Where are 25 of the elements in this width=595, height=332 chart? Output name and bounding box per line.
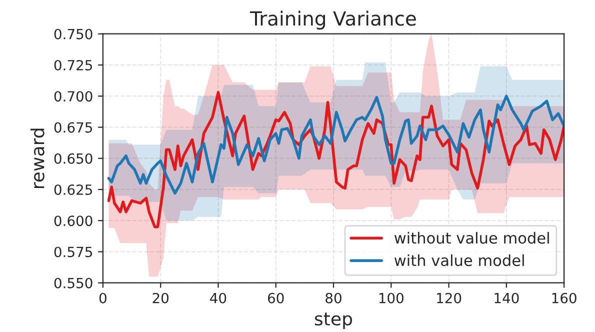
x-tick-label: 140 [494, 292, 519, 304]
x-tick-label: 40 [210, 292, 226, 304]
x-tick-label: 20 [152, 292, 168, 304]
x-tick-label: 60 [268, 292, 284, 304]
line-series [107, 94, 564, 195]
y-tick-label: 0.725 [54, 60, 92, 70]
y-tick-label: 0.600 [54, 216, 92, 226]
y-tick-label: 0.550 [54, 278, 92, 288]
y-tick-label: 0.625 [54, 184, 92, 195]
x-axis-title: step [314, 312, 352, 330]
y-tick-label: 0.650 [54, 153, 92, 164]
chart-title: Training Variance [250, 10, 416, 30]
x-tick-label: 160 [552, 292, 576, 304]
y-tick-label: 0.575 [54, 246, 92, 258]
legend-label: with value model [394, 254, 524, 266]
y-axis-title: reward [30, 128, 44, 188]
y-tick-label: 0.700 [54, 91, 92, 102]
x-tick-label: 0 [99, 292, 106, 304]
legend-label: without value model [394, 232, 549, 244]
x-tick-label: 100 [379, 292, 404, 304]
x-tick-label: 120 [437, 292, 462, 304]
y-tick-label: 0.750 [54, 28, 92, 40]
line-series [107, 90, 564, 228]
y-tick-label: 0.675 [54, 122, 92, 133]
x-tick-label: 80 [326, 292, 342, 304]
